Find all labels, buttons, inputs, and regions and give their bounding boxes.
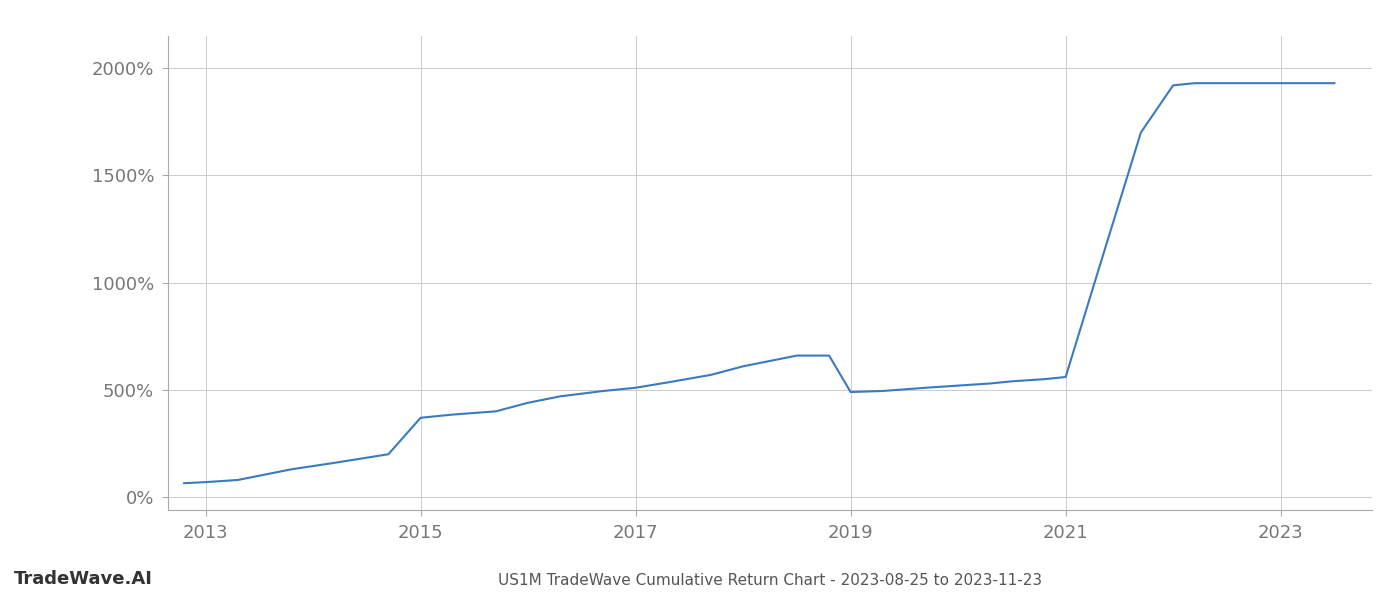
- Text: US1M TradeWave Cumulative Return Chart - 2023-08-25 to 2023-11-23: US1M TradeWave Cumulative Return Chart -…: [498, 573, 1042, 588]
- Text: TradeWave.AI: TradeWave.AI: [14, 570, 153, 588]
